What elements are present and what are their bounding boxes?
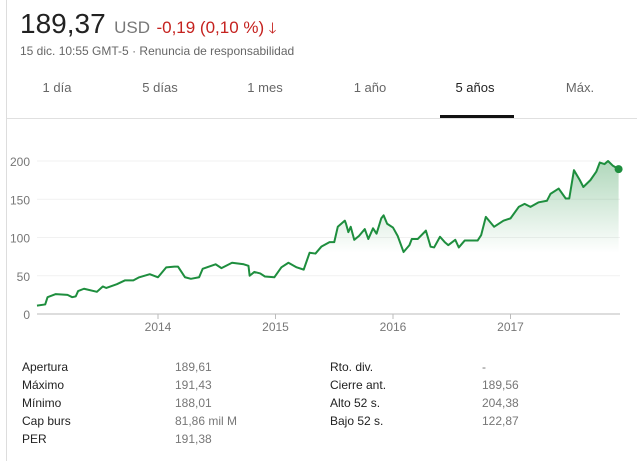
tab-1-month[interactable]: 1 mes xyxy=(247,80,283,95)
y-tick-label: 200 xyxy=(10,155,30,169)
x-tick-label: 2017 xyxy=(497,320,524,334)
stat-label: Bajo 52 s. xyxy=(330,414,384,428)
y-tick-label: 0 xyxy=(23,308,30,322)
stat-label: Rto. div. xyxy=(330,360,374,374)
stat-value: 81,86 mil M xyxy=(175,414,238,428)
stat-value: 189,61 xyxy=(175,360,212,374)
tab-1-year[interactable]: 1 año xyxy=(353,80,387,95)
stat-value: 204,38 xyxy=(482,396,519,410)
stat-value: 189,56 xyxy=(482,378,519,392)
area-fill xyxy=(315,161,619,276)
timestamp: 15 dic. 10:55 GMT-5 xyxy=(20,44,129,58)
current-price-dot xyxy=(614,165,623,174)
stat-value: 122,87 xyxy=(482,414,519,428)
current-price: 189,37 xyxy=(20,8,106,39)
separator: · xyxy=(132,44,137,58)
price-line xyxy=(36,160,620,307)
stat-label: Alto 52 s. xyxy=(330,396,381,410)
active-tab-indicator xyxy=(440,115,514,118)
tab-5-years[interactable]: 5 años xyxy=(455,80,495,95)
stat-label: Mínimo xyxy=(22,396,62,410)
quote-meta: 15 dic. 10:55 GMT-5 · Renuncia de respon… xyxy=(20,44,294,58)
x-tick-label: 2016 xyxy=(380,320,407,334)
y-tick-label: 100 xyxy=(10,232,30,246)
tab-5-days[interactable]: 5 días xyxy=(142,80,178,95)
x-tick-label: 2014 xyxy=(145,320,172,334)
price-change: -0,19 (0,10 %) xyxy=(156,18,265,37)
arrow-down-icon: 🡓 xyxy=(268,20,277,37)
tab-1-day[interactable]: 1 día xyxy=(42,80,72,95)
x-tick-label: 2015 xyxy=(262,320,289,334)
finance-card xyxy=(6,0,637,461)
stat-value: 191,43 xyxy=(175,378,212,392)
stat-label: PER xyxy=(22,432,47,446)
currency: USD xyxy=(114,18,150,37)
y-tick-label: 50 xyxy=(17,270,31,284)
stat-label: Máximo xyxy=(22,378,65,392)
stat-label: Cap burs xyxy=(22,414,71,428)
disclaimer-link[interactable]: Renuncia de responsabilidad xyxy=(139,44,295,58)
range-tabs: 1 día 5 días 1 mes 1 año 5 años Máx. xyxy=(7,70,637,119)
y-tick-label: 150 xyxy=(10,193,30,207)
stat-value: 188,01 xyxy=(175,396,212,410)
stat-label: Apertura xyxy=(22,360,69,374)
tab-max[interactable]: Máx. xyxy=(565,80,595,95)
stat-value: 191,38 xyxy=(175,432,212,446)
stat-value: - xyxy=(482,360,486,374)
price-header: 189,37 USD -0,19 (0,10 %) 🡓 xyxy=(20,8,276,43)
stat-label: Cierre ant. xyxy=(330,378,387,392)
stock-chart[interactable]: 0 50 100 150 200 2014 2015 2016 2017 xyxy=(0,140,637,340)
